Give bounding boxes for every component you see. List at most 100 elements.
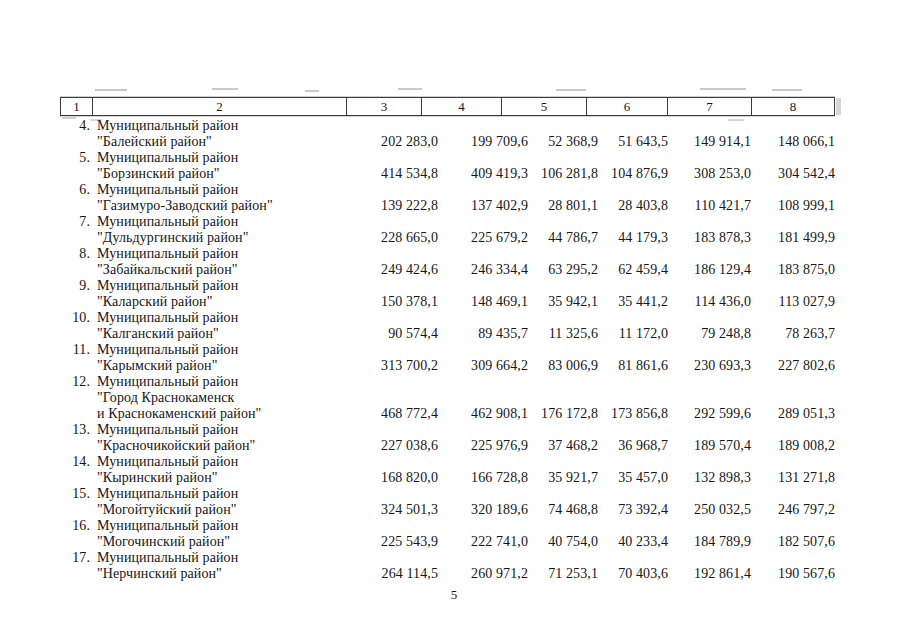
table-row-line: и Краснокаменский район"468 772,4462 908…: [60, 406, 835, 422]
district-name-line: "Могойтуйский район": [97, 502, 345, 518]
value-cell-col-5: 35 942,1: [528, 294, 598, 310]
table-row-line: 9.Муниципальный район: [60, 278, 835, 294]
value-cell-col-6: 81 861,6: [598, 358, 668, 374]
district-name-line: "Балейский район": [97, 134, 345, 150]
value-cell-col-4: 246 334,4: [438, 262, 528, 278]
document-page: 1 2 3 4 5 6 7 8 4.Муниципальный район"Ба…: [0, 0, 905, 640]
row-index: 4.: [60, 118, 90, 134]
value-cell-col-8: 183 875,0: [751, 262, 835, 278]
table-row: 4.Муниципальный район"Балейский район"20…: [60, 118, 835, 150]
district-name-line: Муниципальный район: [97, 150, 835, 166]
row-index: 16.: [60, 518, 90, 534]
table-row-line: "Город Краснокаменск: [60, 390, 835, 406]
value-cell-col-6: 11 172,0: [598, 326, 668, 342]
table-row-line: 7. Муниципальный район: [60, 214, 835, 230]
value-cell-col-6: 73 392,4: [598, 502, 668, 518]
table-row: 11.Муниципальный район"Карымский район"3…: [60, 342, 835, 374]
value-cell-col-4: 409 419,3: [438, 166, 528, 182]
table-row: 7. Муниципальный район"Дульдургинский рай…: [60, 214, 835, 246]
value-cell-col-8: 304 542,4: [751, 166, 835, 182]
value-cell-col-3: 202 283,0: [345, 134, 438, 150]
value-cell-col-7: 308 253,0: [668, 166, 751, 182]
scan-artifact: [556, 89, 586, 91]
row-index: 15.: [60, 486, 90, 502]
table-row: 10.Муниципальный район"Калганский район"…: [60, 310, 835, 342]
row-index: 14.: [60, 454, 90, 470]
value-cell-col-5: 28 801,1: [528, 198, 598, 214]
value-cell-col-3: 227 038,6: [345, 438, 438, 454]
value-cell-col-8: 189 008,2: [751, 438, 835, 454]
table-row-line: 4.Муниципальный район: [60, 118, 835, 134]
table-row-line: "Газимуро-Заводский район"139 222,8137 4…: [60, 198, 835, 214]
value-cell-col-5: 71 253,1: [528, 566, 598, 582]
value-cell-col-5: 74 468,8: [528, 502, 598, 518]
row-index: 7.: [60, 214, 90, 230]
header-cell-5: 5: [501, 98, 586, 115]
value-cell-col-6: 40 233,4: [598, 534, 668, 550]
table-row-line: "Забайкальский район"249 424,6246 334,46…: [60, 262, 835, 278]
district-name-line: "Газимуро-Заводский район": [97, 198, 345, 214]
value-cell-col-3: 264 114,5: [345, 566, 438, 582]
row-index: 6.: [60, 182, 90, 198]
value-cell-col-4: 225 679,2: [438, 230, 528, 246]
table-row-line: "Нерчинский район"264 114,5260 971,271 2…: [60, 566, 835, 582]
row-index: 5.: [60, 150, 90, 166]
district-name-line: Муниципальный район: [97, 550, 835, 566]
value-cell-col-4: 462 908,1: [438, 406, 528, 422]
district-name-line: "Борзинский район": [97, 166, 345, 182]
district-name-line: "Красночикойский район": [97, 438, 345, 454]
table-row: 14.Муниципальный район"Кыринский район"1…: [60, 454, 835, 486]
value-cell-col-6: 173 856,8: [598, 406, 668, 422]
value-cell-col-8: 182 507,6: [751, 534, 835, 550]
table-row-line: "Могойтуйский район"324 501,3320 189,674…: [60, 502, 835, 518]
value-cell-col-3: 324 501,3: [345, 502, 438, 518]
district-name-line: Муниципальный район: [97, 214, 835, 230]
header-cell-7: 7: [667, 98, 751, 115]
row-index: 9.: [60, 278, 90, 294]
value-cell-col-7: 149 914,1: [668, 134, 751, 150]
scan-artifact: [836, 98, 841, 115]
district-name-line: Муниципальный район: [97, 422, 835, 438]
table-row: 15.Муниципальный район"Могойтуйский райо…: [60, 486, 835, 518]
value-cell-col-6: 35 441,2: [598, 294, 668, 310]
scan-artifact: [772, 89, 802, 91]
value-cell-col-6: 70 403,6: [598, 566, 668, 582]
value-cell-col-4: 166 728,8: [438, 470, 528, 486]
header-cell-1: 1: [61, 98, 92, 115]
district-name-line: "Дульдургинский район": [97, 230, 345, 246]
header-cell-8: 8: [751, 98, 834, 115]
table-row-line: "Могочинский район"225 543,9222 741,040 …: [60, 534, 835, 550]
value-cell-col-5: 106 281,8: [528, 166, 598, 182]
district-name-line: Муниципальный район: [97, 342, 835, 358]
header-cell-6: 6: [586, 98, 667, 115]
value-cell-col-6: 62 459,4: [598, 262, 668, 278]
value-cell-col-4: 222 741,0: [438, 534, 528, 550]
value-cell-col-3: 228 665,0: [345, 230, 438, 246]
value-cell-col-4: 320 189,6: [438, 502, 528, 518]
value-cell-col-4: 260 971,2: [438, 566, 528, 582]
district-name-line: "Калганский район": [97, 326, 345, 342]
value-cell-col-3: 168 820,0: [345, 470, 438, 486]
table-row-line: 10.Муниципальный район: [60, 310, 835, 326]
table-row: 16.Муниципальный район"Могочинский район…: [60, 518, 835, 550]
value-cell-col-5: 176 172,8: [528, 406, 598, 422]
district-name-line: "Могочинский район": [97, 534, 345, 550]
row-index: 8.: [60, 246, 90, 262]
value-cell-col-3: 468 772,4: [345, 406, 438, 422]
header-cell-3: 3: [346, 98, 421, 115]
value-cell-col-8: 131 271,8: [751, 470, 835, 486]
value-cell-col-8: 113 027,9: [751, 294, 835, 310]
table-row-line: 14.Муниципальный район: [60, 454, 835, 470]
row-index: 13.: [60, 422, 90, 438]
district-name-line: Муниципальный район: [97, 182, 835, 198]
table-row: 6. Муниципальный район"Газимуро-Заводский…: [60, 182, 835, 214]
value-cell-col-5: 40 754,0: [528, 534, 598, 550]
table-row-line: 17.Муниципальный район: [60, 550, 835, 566]
value-cell-col-3: 313 700,2: [345, 358, 438, 374]
table-row: 17.Муниципальный район"Нерчинский район"…: [60, 550, 835, 582]
row-index: 12.: [60, 374, 90, 390]
value-cell-col-7: 184 789,9: [668, 534, 751, 550]
table-row: 8. Муниципальный район"Забайкальский райо…: [60, 246, 835, 278]
value-cell-col-5: 37 468,2: [528, 438, 598, 454]
district-name-line: Муниципальный район: [97, 246, 835, 262]
